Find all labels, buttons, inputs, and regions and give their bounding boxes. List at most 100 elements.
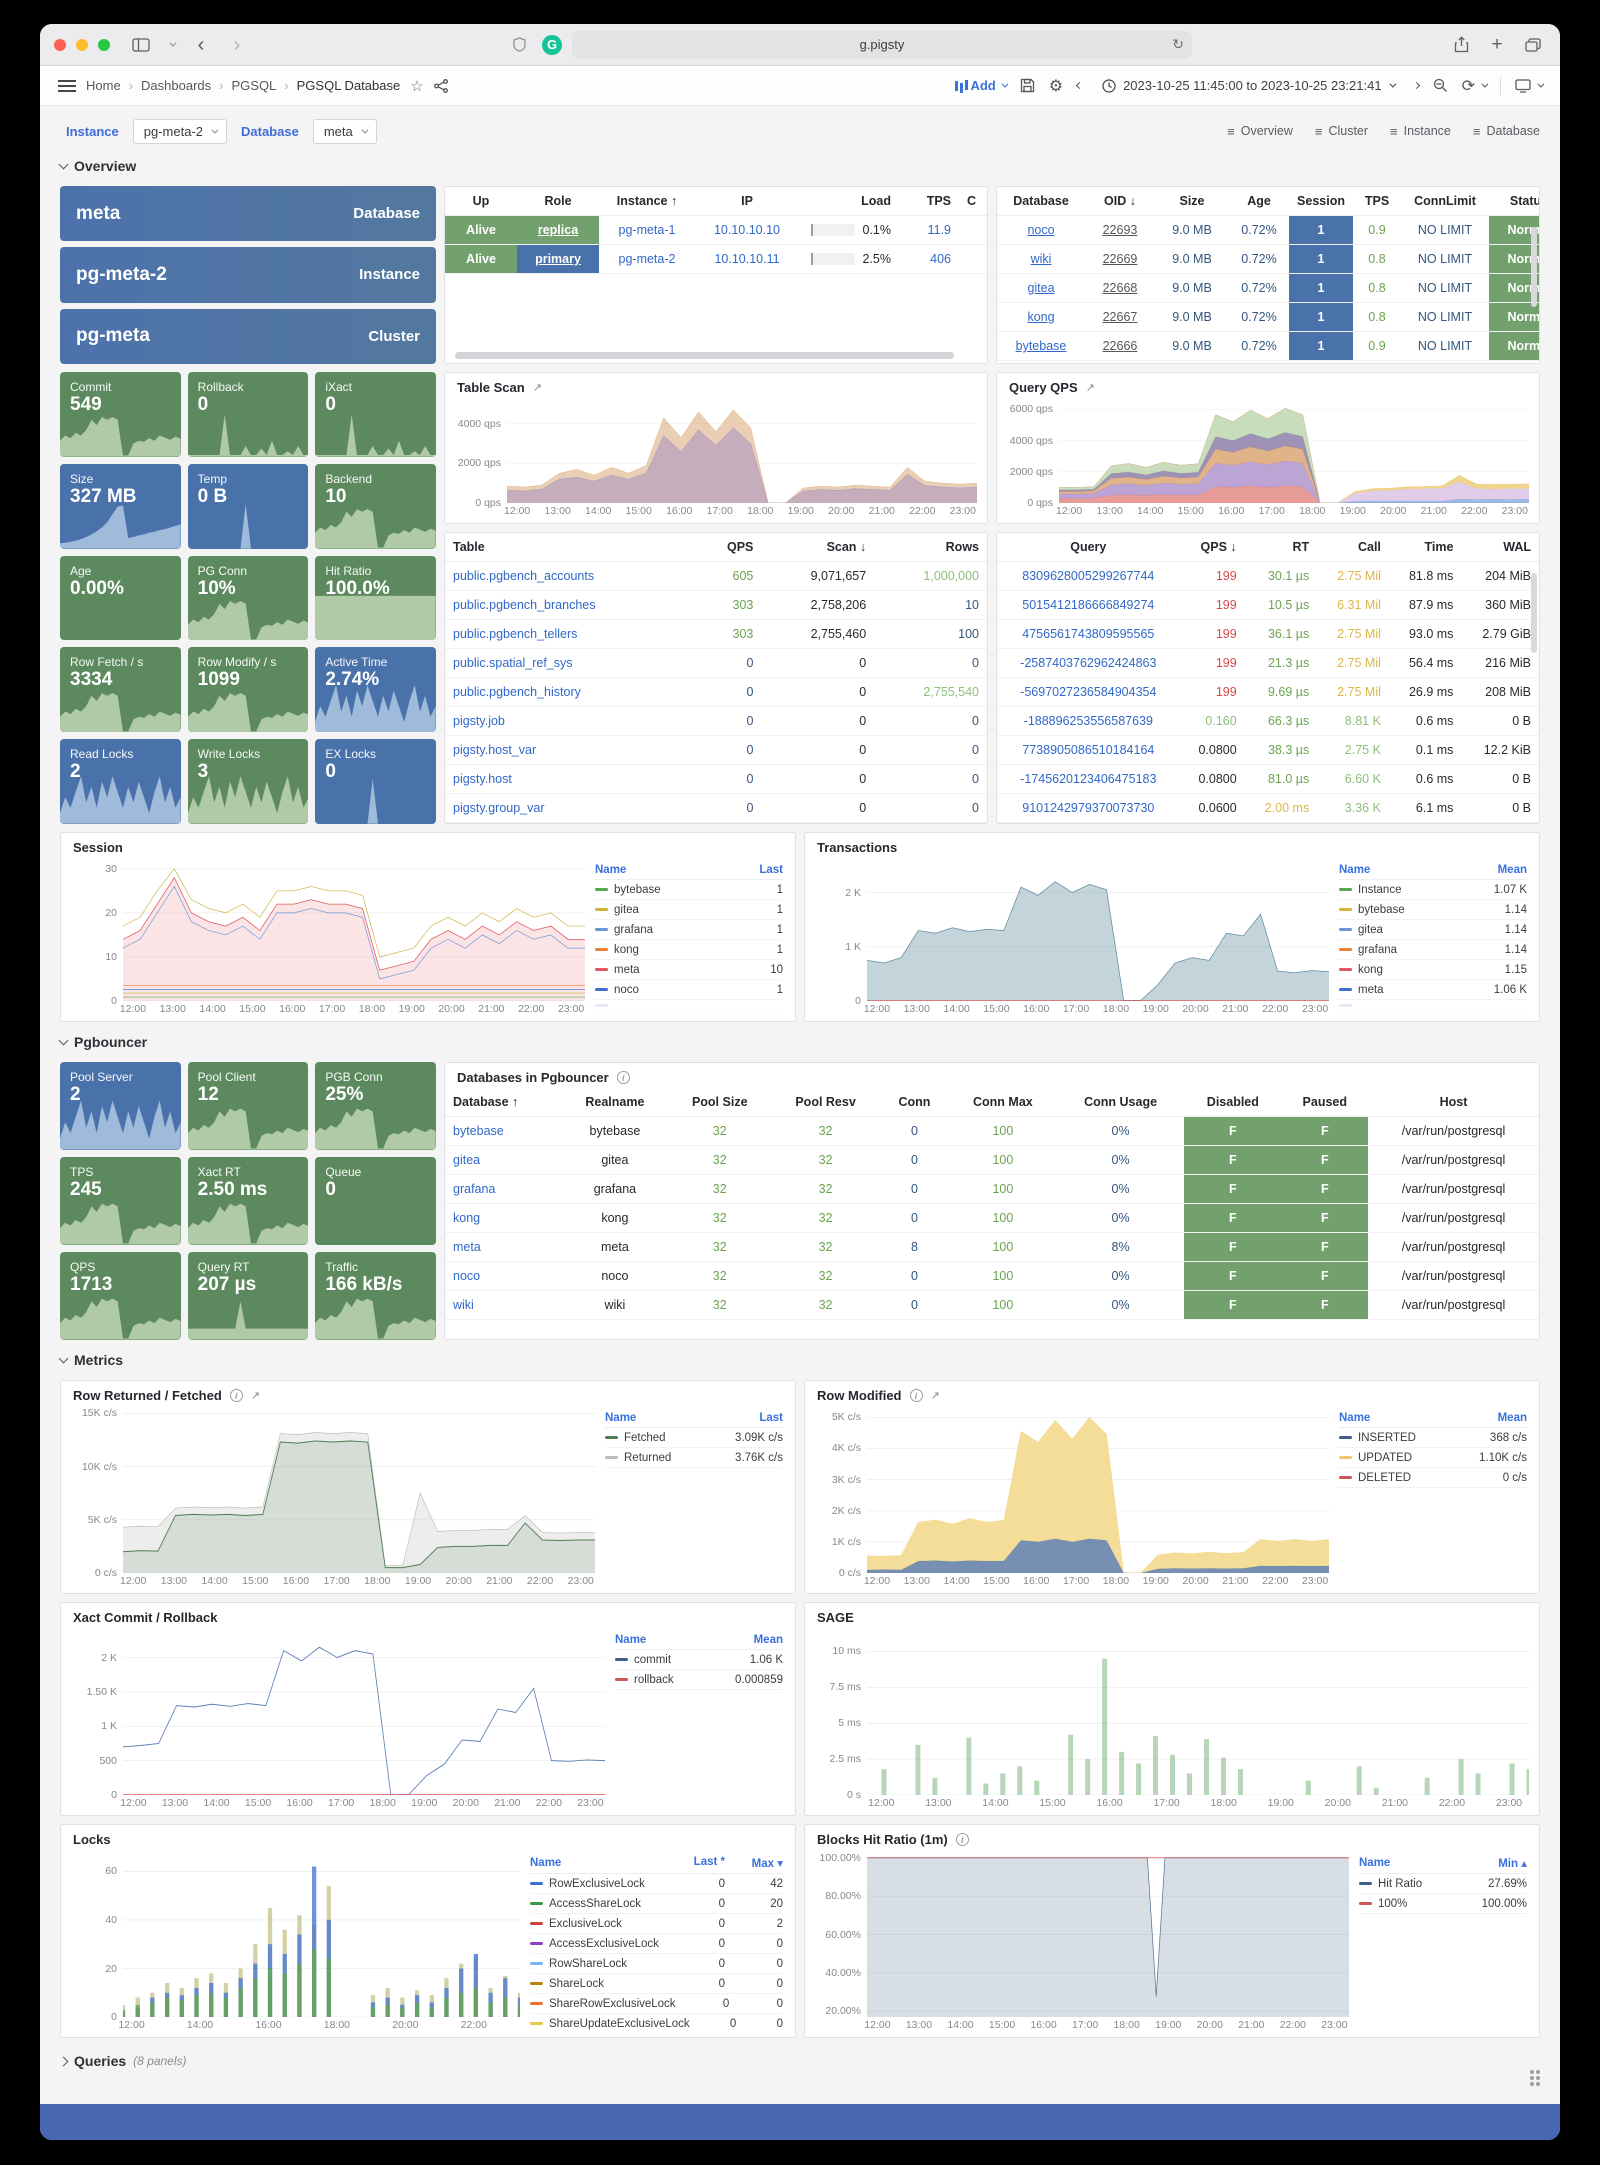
legend-item[interactable]: RowExclusiveLock 0 42: [530, 1874, 783, 1894]
stat-write-locks[interactable]: Write Locks 3: [187, 739, 309, 824]
stat-tps[interactable]: TPS 245: [60, 1157, 181, 1245]
stat-qps[interactable]: QPS 1713: [60, 1252, 181, 1340]
cell-link[interactable]: 8309628005299267744: [997, 561, 1180, 591]
column-header[interactable]: Realname: [561, 1088, 669, 1117]
info-icon[interactable]: i: [955, 1833, 969, 1846]
legend-item[interactable]: Returned 3.76K c/s: [605, 1448, 783, 1468]
column-header[interactable]: TPS: [899, 187, 959, 216]
reload-icon[interactable]: ↻: [1172, 36, 1184, 52]
column-header[interactable]: Age: [1229, 187, 1289, 216]
cell-link[interactable]: 7738905086510184164: [997, 735, 1180, 765]
legend-item[interactable]: commit 1.06 K: [615, 1650, 783, 1670]
breadcrumb-item[interactable]: Home: [86, 78, 121, 93]
stat-size[interactable]: Size 327 MB: [60, 463, 181, 549]
column-header[interactable]: ConnLimit: [1401, 187, 1489, 216]
column-header[interactable]: Session: [1289, 187, 1353, 216]
cell-link[interactable]: pigsty.host_var: [445, 735, 695, 765]
vertical-scrollbar[interactable]: [1531, 573, 1537, 653]
grammarly-icon[interactable]: G: [542, 34, 562, 55]
stat-pool-client[interactable]: Pool Client 12: [187, 1062, 309, 1150]
cell-link[interactable]: public.pgbench_accounts: [445, 561, 695, 591]
column-header[interactable]: Conn: [880, 1088, 949, 1117]
legend-item[interactable]: kong 1.15: [1339, 960, 1527, 980]
cell-link[interactable]: meta: [445, 1232, 562, 1262]
column-header[interactable]: Query: [997, 533, 1180, 562]
cell-link[interactable]: bytebase: [445, 1116, 562, 1146]
legend-item[interactable]: grafana 1.14: [1339, 940, 1527, 960]
legend-item[interactable]: gitea 1: [595, 900, 783, 920]
time-back-icon[interactable]: [1076, 81, 1084, 90]
legend-item[interactable]: ShareRowExclusiveLock 0 0: [530, 1994, 783, 2014]
column-header[interactable]: QPS: [694, 533, 762, 562]
stat-pgb-conn[interactable]: PGB Conn 25%: [315, 1062, 436, 1150]
info-icon[interactable]: i: [616, 1071, 630, 1084]
variable-picker-instance[interactable]: pg-meta-2: [132, 118, 227, 144]
legend-item[interactable]: RowShareLock 0 0: [530, 1954, 783, 1974]
privacy-shield-icon[interactable]: [506, 33, 532, 57]
external-link-icon[interactable]: ↗: [250, 1390, 261, 1402]
forward-button[interactable]: ›: [233, 33, 241, 56]
cell-link[interactable]: 4756561743809595565: [997, 619, 1180, 649]
breadcrumb-item[interactable]: PGSQL: [231, 78, 277, 93]
column-header[interactable]: RT: [1244, 533, 1318, 562]
cell-link[interactable]: 5015412186666849274: [997, 590, 1180, 620]
cell-link[interactable]: 10.10.10.10: [695, 215, 799, 245]
cell-link[interactable]: wiki: [997, 244, 1085, 274]
zoom-window-button[interactable]: [98, 38, 110, 51]
cell-link[interactable]: noco: [445, 1261, 562, 1291]
breadcrumb-item[interactable]: Dashboards: [141, 78, 212, 93]
legend-item[interactable]: INSERTED 368 c/s: [1339, 1428, 1527, 1448]
stat-rollback[interactable]: Rollback 0: [187, 372, 309, 457]
variable-picker-database[interactable]: meta: [312, 118, 377, 144]
sidebar-icon[interactable]: [128, 33, 154, 57]
cell-link[interactable]: gitea: [445, 1145, 562, 1175]
column-header[interactable]: Pool Resv: [770, 1088, 881, 1117]
cell-link[interactable]: gitea: [997, 273, 1085, 303]
column-header[interactable]: QPS ↓: [1179, 533, 1245, 562]
stat-hit-ratio[interactable]: Hit Ratio 100.0%: [315, 555, 436, 641]
legend-item[interactable]: DELETED 0 c/s: [1339, 1468, 1527, 1488]
legend-item[interactable]: kong 1: [595, 940, 783, 960]
legend-item[interactable]: bytebase 1: [595, 880, 783, 900]
external-link-icon[interactable]: ↗: [930, 1390, 940, 1402]
legend-item[interactable]: gitea 1.14: [1339, 920, 1527, 940]
column-header[interactable]: Conn Usage: [1057, 1088, 1185, 1117]
legend-item[interactable]: AccessExclusiveLock 0 0: [530, 1934, 783, 1954]
column-header[interactable]: C: [959, 187, 987, 216]
quick-link-instance[interactable]: ≡ Instance: [1390, 123, 1451, 139]
cell-link[interactable]: -2587403762962424863: [997, 648, 1180, 678]
column-header[interactable]: Load: [799, 187, 899, 216]
column-header[interactable]: Up: [445, 187, 517, 216]
column-header[interactable]: Instance ↑: [599, 187, 695, 216]
cell-link[interactable]: pg-meta-1: [599, 215, 695, 245]
cell-link[interactable]: public.pgbench_tellers: [445, 619, 695, 649]
zoom-out-icon[interactable]: [1433, 78, 1448, 93]
column-header[interactable]: Table: [445, 533, 695, 562]
cell-link[interactable]: public.spatial_ref_sys: [445, 648, 695, 678]
legend-item[interactable]: meta 10: [595, 960, 783, 980]
legend-item[interactable]: Instance 1.07 K: [1339, 880, 1527, 900]
share-icon[interactable]: [1448, 33, 1474, 57]
cell-link[interactable]: -5697027236584904354: [997, 677, 1180, 707]
column-header[interactable]: Host: [1368, 1088, 1539, 1117]
cell-link[interactable]: wiki: [445, 1290, 562, 1320]
external-link-icon[interactable]: ↗: [532, 382, 542, 394]
cell-link[interactable]: pigsty.host: [445, 764, 695, 794]
info-icon[interactable]: i: [909, 1389, 923, 1402]
cell-link[interactable]: pigsty.group_var: [445, 793, 695, 823]
menu-icon[interactable]: [58, 79, 76, 92]
cell-link[interactable]: 10.10.10.11: [695, 244, 799, 274]
cell-link[interactable]: public.pgbench_branches: [445, 590, 695, 620]
legend-item[interactable]: bytebase 1.14: [1339, 900, 1527, 920]
column-header[interactable]: OID ↓: [1085, 187, 1155, 216]
tv-mode-icon[interactable]: [1515, 78, 1545, 93]
share-dashboard-icon[interactable]: [433, 78, 448, 93]
minimize-window-button[interactable]: [76, 38, 88, 51]
column-header[interactable]: Database: [997, 187, 1085, 216]
new-tab-icon[interactable]: +: [1491, 33, 1503, 55]
legend-item[interactable]: ShareUpdateExclusiveLock 0 0: [530, 2014, 783, 2033]
column-header[interactable]: Scan ↓: [761, 533, 875, 562]
cell-link[interactable]: noco: [997, 215, 1085, 245]
stat-temp[interactable]: Temp 0 B: [187, 463, 309, 549]
overview-card-instance[interactable]: pg-meta-2 Instance: [60, 247, 436, 303]
